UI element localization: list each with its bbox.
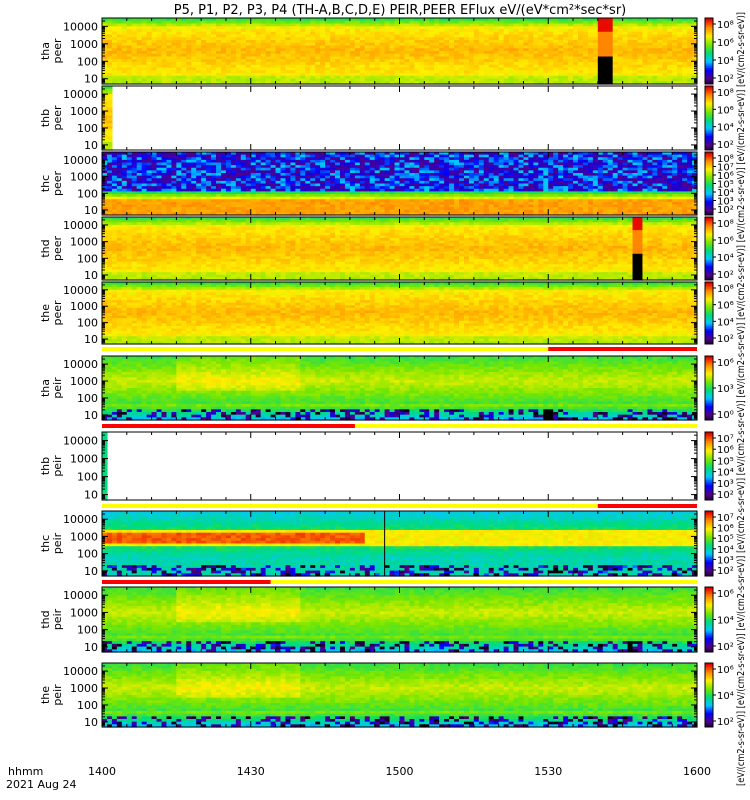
- panel-thb-peer: 10 100 1000 10000 thbpeer 10² 10⁴ 10⁶ 10⁸: [39, 86, 734, 152]
- panel-label: thbpeer: [39, 105, 64, 131]
- y-tick-label: 100: [77, 122, 98, 135]
- y-tick-label: 10: [84, 73, 98, 86]
- colorbar-units-label: [eV/(cm2-s-sr-eV)] [eV/(cm2-s-sr-eV)] [e…: [736, 12, 747, 786]
- colorbar-tick-label: 10⁸: [717, 88, 734, 99]
- y-tick-label: 1000: [70, 105, 98, 118]
- colorbar-tick-label: 10⁶: [717, 105, 734, 116]
- colorbar-tick-label: 10⁶: [717, 38, 734, 49]
- panel-label-product: peer: [51, 38, 64, 64]
- colorbar-tick-label: 10⁴: [717, 123, 734, 134]
- y-tick-label: 10000: [63, 88, 98, 101]
- figure-title: P5, P1, P2, P3, P4 (TH-A,B,C,D,E) PEIR,P…: [174, 3, 627, 18]
- colorbar: 10² 10⁴ 10⁶ 10⁸: [705, 86, 734, 151]
- colorbar: 10² 10⁴ 10⁶ 10⁸: [705, 18, 734, 85]
- y-tick-label: 10: [84, 139, 98, 152]
- colorbar-tick-label: 10⁴: [717, 56, 734, 67]
- panel-thc-peer: 10100100010000thcpeer10²10³10⁴10⁵10⁶10⁷1…: [39, 152, 734, 217]
- heatmap-cells: [102, 18, 698, 85]
- colorbar-tick-label: 10²: [717, 140, 734, 151]
- y-tick-label: 1000: [70, 38, 98, 51]
- colorbar-tick-label: 10²: [717, 74, 734, 85]
- y-tick-label: 10000: [63, 20, 98, 33]
- heatmap-cells: [102, 152, 698, 216]
- colorbar-tick-label: 10⁸: [717, 20, 734, 31]
- panel-label: thapeer: [39, 38, 64, 64]
- panel-frame: [102, 86, 697, 150]
- panel-tha-peer: 10 100 1000 10000 thapeer 10² 10⁴ 10⁶ 10⁸: [39, 18, 734, 86]
- y-tick-label: 100: [77, 55, 98, 68]
- panel-label-product: peer: [51, 105, 64, 131]
- panels: 10100100010000thapeer10²10⁴10⁶10⁸1010010…: [39, 18, 734, 729]
